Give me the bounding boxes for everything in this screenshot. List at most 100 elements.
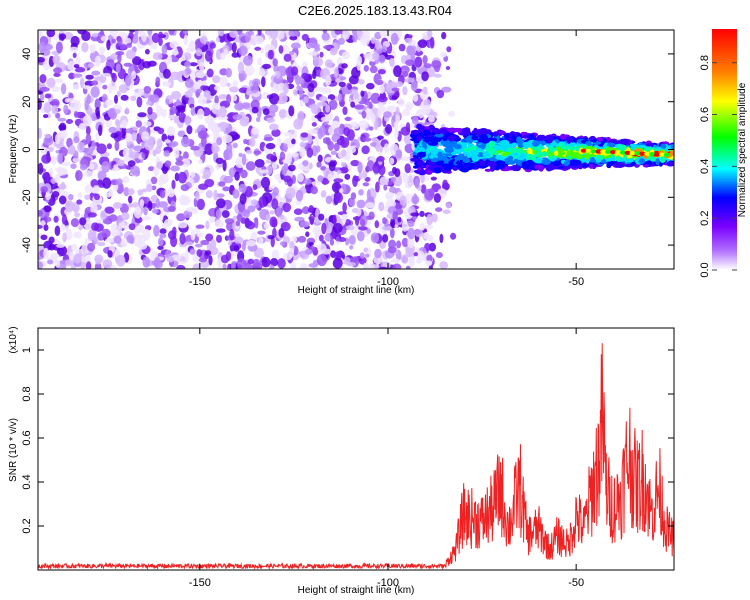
noise-speckle	[423, 63, 432, 69]
noise-speckle	[194, 243, 203, 248]
signal-mark	[595, 137, 604, 142]
spectrogram-xlabel: Height of straight line (km)	[298, 285, 415, 296]
noise-speckle	[219, 106, 227, 118]
noise-speckle	[342, 202, 347, 213]
noise-speckle	[347, 83, 352, 90]
noise-speckle	[253, 150, 262, 155]
noise-speckle	[74, 66, 86, 73]
noise-speckle	[288, 164, 296, 172]
noise-speckle	[354, 104, 364, 110]
noise-speckle	[142, 60, 152, 69]
signal-mark	[439, 128, 448, 135]
noise-speckle	[334, 192, 343, 204]
colorbar-tick-label: 0.2	[699, 211, 711, 226]
noise-speckle	[376, 156, 385, 162]
noise-speckle	[436, 89, 445, 99]
noise-speckle	[397, 216, 402, 223]
noise-speckle	[249, 137, 256, 147]
noise-speckle	[107, 107, 118, 119]
noise-speckle	[232, 114, 243, 121]
noise-speckle	[290, 42, 301, 50]
signal-mark	[558, 142, 563, 149]
noise-speckle	[385, 124, 393, 134]
noise-speckle	[73, 231, 82, 239]
noise-speckle	[407, 227, 416, 240]
signal-mark	[466, 162, 476, 170]
noise-speckle	[299, 99, 304, 107]
signal-peak-mark	[619, 150, 626, 155]
signal-mark	[670, 143, 674, 150]
signal-mark	[669, 150, 674, 156]
snr-ytick-label: 0.4	[21, 474, 33, 489]
noise-speckle	[448, 110, 455, 117]
noise-speckle	[366, 228, 371, 234]
noise-speckle	[156, 161, 163, 169]
noise-speckle	[210, 239, 217, 250]
noise-speckle	[195, 224, 205, 229]
noise-speckle	[174, 147, 180, 159]
noise-speckle	[383, 184, 388, 191]
noise-speckle	[70, 218, 79, 227]
noise-speckle	[299, 142, 307, 148]
noise-speckle	[141, 152, 146, 159]
signal-mark	[480, 142, 487, 148]
noise-speckle	[157, 245, 164, 250]
noise-speckle	[170, 165, 181, 172]
noise-speckle	[400, 156, 411, 162]
noise-speckle	[323, 45, 332, 50]
noise-speckle	[177, 107, 186, 113]
noise-speckle	[183, 151, 189, 160]
noise-speckle	[104, 238, 115, 243]
noise-speckle	[51, 191, 60, 198]
noise-speckle	[352, 175, 358, 188]
noise-speckle	[155, 76, 161, 85]
noise-speckle	[106, 39, 111, 51]
noise-speckle	[84, 170, 93, 178]
noise-speckle	[318, 213, 325, 221]
noise-speckle	[289, 35, 298, 41]
noise-speckle	[58, 30, 66, 35]
noise-speckle	[158, 31, 164, 39]
noise-speckle	[266, 44, 275, 51]
noise-speckle	[276, 137, 282, 147]
noise-speckle	[48, 243, 56, 251]
spectrogram-xtick-label: -150	[189, 276, 211, 288]
noise-speckle	[195, 48, 203, 57]
noise-speckle	[91, 80, 99, 86]
snr-xtick-label: -100	[377, 577, 399, 589]
noise-speckle	[164, 160, 172, 168]
noise-speckle	[111, 228, 120, 238]
noise-speckle	[213, 146, 220, 153]
noise-speckle	[147, 166, 155, 172]
snr-multiplier: (x10⁴)	[8, 326, 19, 353]
noise-speckle	[226, 82, 231, 87]
noise-speckle	[63, 32, 74, 40]
signal-mark	[469, 146, 477, 151]
noise-speckle	[38, 224, 43, 229]
signal-peak-mark	[600, 149, 607, 154]
noise-speckle	[50, 252, 60, 259]
noise-speckle	[146, 183, 153, 193]
signal-peak-mark	[605, 149, 612, 154]
noise-speckle	[433, 73, 442, 78]
noise-speckle	[378, 54, 386, 64]
noise-speckle	[375, 79, 384, 86]
noise-speckle	[346, 262, 356, 267]
noise-speckle	[88, 163, 95, 170]
noise-speckle	[217, 162, 223, 168]
noise-speckle	[445, 202, 452, 209]
noise-speckle	[153, 260, 163, 269]
noise-speckle	[43, 224, 49, 231]
signal-mark	[546, 136, 553, 144]
noise-speckle	[358, 120, 369, 129]
noise-speckle	[244, 31, 251, 43]
signal-mark	[410, 157, 419, 162]
noise-speckle	[177, 221, 188, 229]
noise-speckle	[176, 213, 186, 222]
noise-speckle	[251, 78, 261, 87]
noise-speckle	[322, 30, 328, 34]
snr-series-line	[38, 343, 674, 570]
noise-speckle	[269, 104, 279, 113]
noise-speckle	[351, 30, 357, 35]
noise-speckle	[406, 105, 412, 112]
